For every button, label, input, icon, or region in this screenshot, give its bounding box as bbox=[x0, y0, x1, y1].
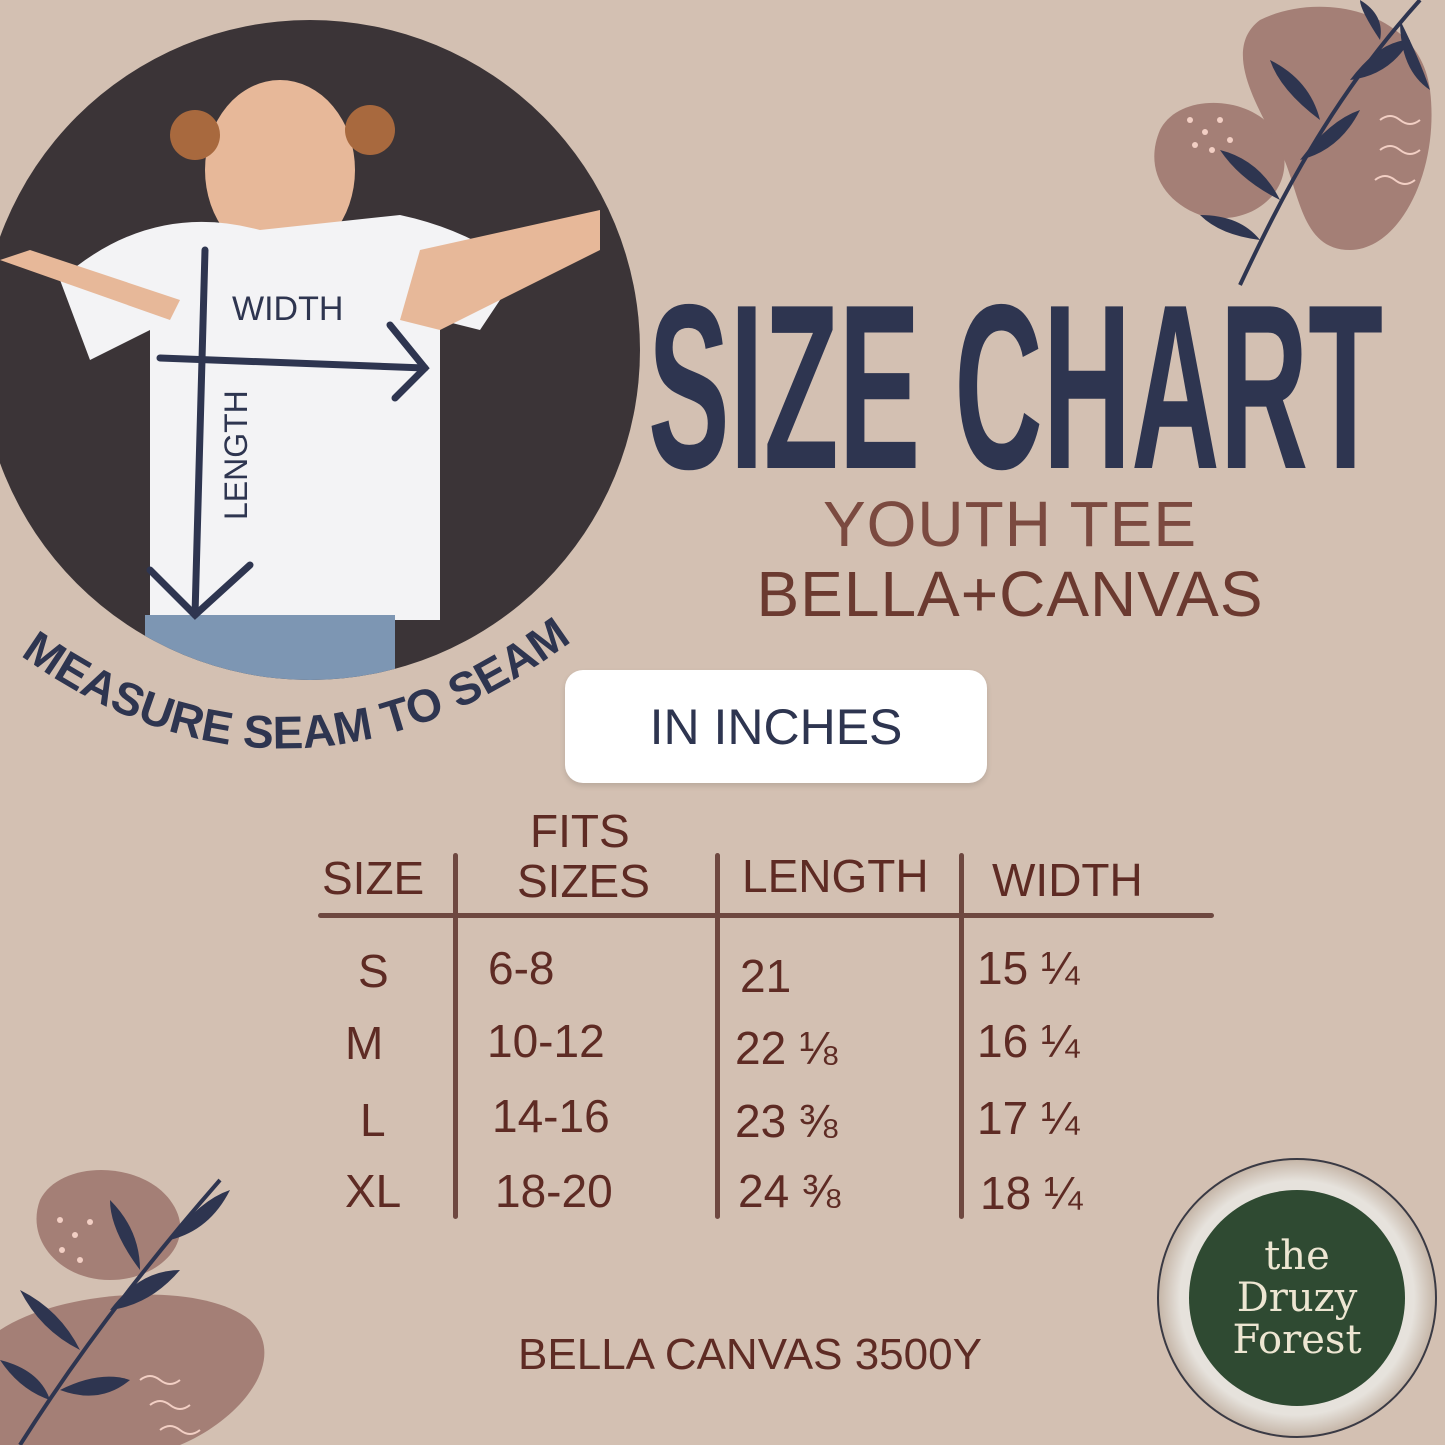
in-inches-label: IN INCHES bbox=[649, 698, 903, 755]
header-size: SIZE bbox=[322, 852, 425, 904]
cell-width: 15 ¼ bbox=[977, 942, 1080, 994]
column-divider bbox=[959, 853, 964, 1219]
cell-length: 21 bbox=[740, 950, 792, 1002]
header-fits-line1: FITS bbox=[530, 805, 630, 857]
page-title: SIZE CHART bbox=[648, 255, 1383, 518]
logo-badge: the Druzy Forest bbox=[1189, 1190, 1405, 1406]
cell-fits: 10-12 bbox=[487, 1015, 605, 1067]
column-divider bbox=[715, 853, 720, 1219]
child-tshirt-photo bbox=[0, 20, 640, 680]
subtitle-youth-tee: YOUTH TEE bbox=[822, 488, 1198, 560]
cell-width: 17 ¼ bbox=[977, 1092, 1080, 1144]
top-right-leaf-decoration bbox=[1154, 0, 1432, 286]
cell-width: 18 ¼ bbox=[980, 1167, 1083, 1219]
bottom-left-leaf-decoration bbox=[0, 1170, 265, 1445]
brand-logo: the Druzy Forest bbox=[1157, 1158, 1437, 1438]
header-fits-line2: SIZES bbox=[517, 855, 650, 907]
width-label: WIDTH bbox=[232, 290, 344, 328]
logo-line-3: Forest bbox=[1232, 1317, 1362, 1363]
cell-fits: 6-8 bbox=[488, 942, 555, 994]
product-code: BELLA CANVAS 3500Y bbox=[518, 1330, 982, 1379]
length-label: LENGTH bbox=[218, 390, 254, 520]
cell-fits: 14-16 bbox=[492, 1090, 610, 1142]
header-width: WIDTH bbox=[992, 854, 1143, 906]
logo-line-2: Druzy bbox=[1236, 1275, 1358, 1321]
subtitle-brand: BELLA+CANVAS bbox=[756, 558, 1264, 630]
in-inches-button[interactable]: IN INCHES bbox=[565, 670, 987, 783]
cell-size: S bbox=[358, 945, 389, 997]
cell-length: 22 ⅛ bbox=[735, 1022, 838, 1074]
cell-length: 23 ⅜ bbox=[735, 1095, 838, 1147]
column-divider bbox=[453, 853, 458, 1219]
cell-size: L bbox=[360, 1094, 386, 1146]
cell-size: XL bbox=[345, 1165, 402, 1217]
header-divider bbox=[318, 913, 1214, 918]
logo-line-1: the bbox=[1264, 1233, 1330, 1279]
header-length: LENGTH bbox=[742, 850, 929, 902]
cell-size: M bbox=[345, 1017, 384, 1069]
cell-length: 24 ⅜ bbox=[738, 1165, 841, 1217]
cell-fits: 18-20 bbox=[495, 1165, 613, 1217]
cell-width: 16 ¼ bbox=[977, 1015, 1080, 1067]
